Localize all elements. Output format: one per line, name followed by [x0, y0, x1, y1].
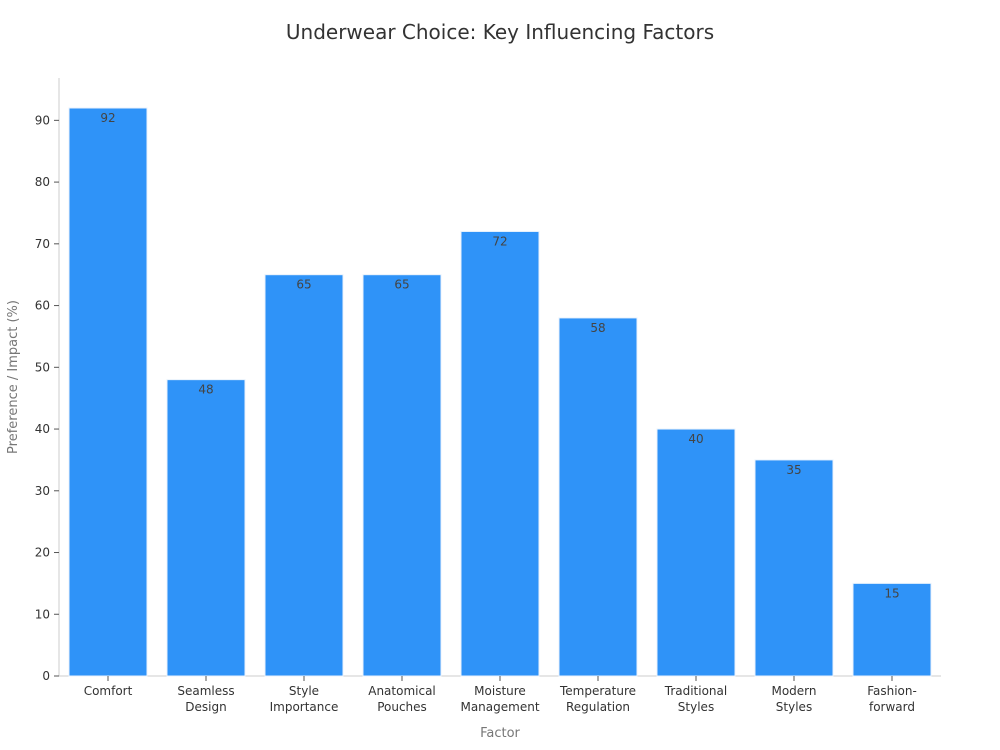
bar-value-label: 65 [296, 278, 311, 292]
data-labels-group: 92 48 65 65 72 58 40 35 15 [100, 111, 899, 600]
bar-value-label: 72 [492, 234, 507, 248]
x-tick-label: Style Importance [270, 684, 339, 714]
y-tick-label: 10 [35, 607, 50, 621]
chart-title: Underwear Choice: Key Influencing Factor… [286, 20, 714, 44]
x-tick-label: Moisture Management [460, 684, 539, 714]
bar-value-label: 40 [688, 432, 703, 446]
x-tick-label: Modern Styles [771, 684, 816, 714]
bar [362, 274, 442, 677]
bar [656, 428, 736, 677]
y-tick-label: 40 [35, 422, 50, 436]
y-tick-label: 50 [35, 360, 50, 374]
x-tick-label: Fashion-forward [867, 684, 917, 714]
bar-value-label: 92 [100, 111, 115, 125]
y-tick-label: 80 [35, 175, 50, 189]
bar [558, 317, 638, 677]
y-tick-label: 0 [42, 669, 50, 683]
y-tick-label: 90 [35, 113, 50, 127]
x-tick-label: Seamless Design [177, 684, 234, 714]
bar [68, 107, 148, 677]
x-tick-label: Traditional Styles [664, 684, 727, 714]
bar [264, 274, 344, 677]
bar-value-label: 35 [786, 463, 801, 477]
x-axis-label: Factor [480, 726, 520, 741]
x-tick-label: Comfort [84, 684, 133, 698]
bar-value-label: 58 [590, 321, 605, 335]
x-axis-tick-labels: Comfort Seamless Design Style Importance Anat… [84, 676, 917, 714]
bar-value-label: 48 [198, 383, 213, 397]
y-tick-label: 20 [35, 546, 50, 560]
y-tick-label: 60 [35, 299, 50, 313]
bars-group [68, 107, 932, 677]
bar [460, 230, 540, 677]
y-axis-ticks: 0 10 20 30 40 50 60 70 80 90 [35, 113, 59, 683]
x-tick-label: Temperature Regulation [559, 684, 636, 714]
bar [754, 459, 834, 677]
bar [166, 379, 246, 677]
y-tick-label: 30 [35, 484, 50, 498]
x-tick-label: Anatomical Pouches [368, 684, 436, 714]
bar-value-label: 65 [394, 278, 409, 292]
y-tick-label: 70 [35, 237, 50, 251]
y-axis-label: Preference / Impact (%) [6, 300, 21, 454]
bar [852, 582, 932, 677]
bar-value-label: 15 [884, 586, 899, 600]
